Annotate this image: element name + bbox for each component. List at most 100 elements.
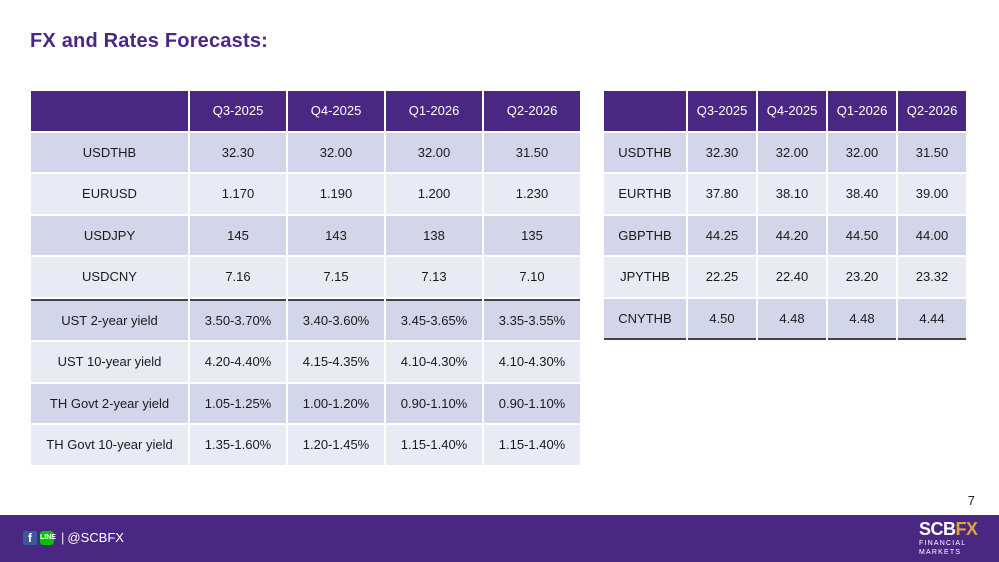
- logo-line-1: FINANCIAL: [919, 540, 967, 547]
- table-cell: 3.35-3.55%: [484, 298, 580, 340]
- table-cell: 32.30: [688, 132, 756, 172]
- table-cell: 143: [288, 215, 384, 255]
- table-cell: 44.00: [898, 215, 966, 255]
- row-label: CNYTHB: [604, 298, 686, 340]
- scbfx-logo: SCBFX FINANCIAL MARKETS: [919, 519, 979, 557]
- row-label: TH Govt 10-year yield: [31, 425, 188, 465]
- logo-line-2: MARKETS: [919, 549, 962, 556]
- table-cell: 32.00: [758, 132, 826, 172]
- header-cell: [31, 91, 188, 131]
- row-label: EURUSD: [31, 174, 188, 214]
- table-row: GBPTHB 44.25 44.20 44.50 44.00: [604, 215, 966, 255]
- table-cell: 4.20-4.40%: [190, 342, 286, 382]
- table-cell: 32.00: [288, 132, 384, 172]
- row-label: TH Govt 2-year yield: [31, 383, 188, 423]
- table-cell: 3.40-3.60%: [288, 298, 384, 340]
- table-cell: 37.80: [688, 174, 756, 214]
- table-header-row: Q3-2025 Q4-2025 Q1-2026 Q2-2026: [31, 91, 580, 131]
- table-cell: 4.44: [898, 298, 966, 340]
- page-number: 7: [967, 493, 975, 508]
- table-cell: 1.15-1.40%: [386, 425, 482, 465]
- footer-bar: f LINE | @SCBFX SCBFX FINANCIAL MARKETS: [0, 515, 999, 562]
- table-cell: 4.48: [828, 298, 896, 340]
- row-label: USDJPY: [31, 215, 188, 255]
- table-cell: 135: [484, 215, 580, 255]
- table-cell: 4.10-4.30%: [386, 342, 482, 382]
- table-cell: 38.10: [758, 174, 826, 214]
- fx-forecast-table: Q3-2025 Q4-2025 Q1-2026 Q2-2026 USDTHB 3…: [602, 89, 968, 342]
- facebook-icon[interactable]: f: [23, 530, 37, 545]
- header-cell: Q4-2025: [288, 91, 384, 131]
- table-cell: 0.90-1.10%: [484, 383, 580, 423]
- table-row: JPYTHB 22.25 22.40 23.20 23.32: [604, 257, 966, 297]
- table-header-row: Q3-2025 Q4-2025 Q1-2026 Q2-2026: [604, 91, 966, 131]
- line-app-icon[interactable]: LINE: [40, 530, 56, 545]
- header-cell: Q3-2025: [688, 91, 756, 131]
- header-cell: Q3-2025: [190, 91, 286, 131]
- table-cell: 44.50: [828, 215, 896, 255]
- table-cell: 4.48: [758, 298, 826, 340]
- table-cell: 44.25: [688, 215, 756, 255]
- table-cell: 1.00-1.20%: [288, 383, 384, 423]
- table-cell: 39.00: [898, 174, 966, 214]
- row-label: USDTHB: [31, 132, 188, 172]
- row-label: UST 10-year yield: [31, 342, 188, 382]
- table-cell: 3.45-3.65%: [386, 298, 482, 340]
- table-row: TH Govt 10-year yield 1.35-1.60% 1.20-1.…: [31, 425, 580, 465]
- logo-scb: SCB: [919, 519, 956, 539]
- table-cell: 4.15-4.35%: [288, 342, 384, 382]
- header-cell: Q2-2026: [898, 91, 966, 131]
- row-label: JPYTHB: [604, 257, 686, 297]
- table-row: EURTHB 37.80 38.10 38.40 39.00: [604, 174, 966, 214]
- table-row: USDJPY 145 143 138 135: [31, 215, 580, 255]
- social-handle[interactable]: @SCBFX: [67, 530, 124, 545]
- header-cell: Q1-2026: [828, 91, 896, 131]
- table-cell: 145: [190, 215, 286, 255]
- header-cell: [604, 91, 686, 131]
- table-cell: 0.90-1.10%: [386, 383, 482, 423]
- table-cell: 22.40: [758, 257, 826, 297]
- table-cell: 22.25: [688, 257, 756, 297]
- table-cell: 38.40: [828, 174, 896, 214]
- header-cell: Q4-2025: [758, 91, 826, 131]
- table-cell: 1.15-1.40%: [484, 425, 580, 465]
- header-cell: Q1-2026: [386, 91, 482, 131]
- table-row: USDTHB 32.30 32.00 32.00 31.50: [31, 132, 580, 172]
- table-cell: 1.230: [484, 174, 580, 214]
- row-label: UST 2-year yield: [31, 298, 188, 340]
- table-row: USDCNY 7.16 7.15 7.13 7.10: [31, 257, 580, 297]
- page-title: FX and Rates Forecasts:: [30, 30, 269, 52]
- table-cell: 32.00: [386, 132, 482, 172]
- table-row: USDTHB 32.30 32.00 32.00 31.50: [604, 132, 966, 172]
- row-label: EURTHB: [604, 174, 686, 214]
- table-row: CNYTHB 4.50 4.48 4.48 4.44: [604, 298, 966, 340]
- table-cell: 138: [386, 215, 482, 255]
- table-cell: 7.10: [484, 257, 580, 297]
- table-cell: 7.16: [190, 257, 286, 297]
- row-label: GBPTHB: [604, 215, 686, 255]
- table-cell: 31.50: [898, 132, 966, 172]
- table-cell: 32.30: [190, 132, 286, 172]
- table-cell: 23.20: [828, 257, 896, 297]
- table-cell: 31.50: [484, 132, 580, 172]
- table-cell: 1.20-1.45%: [288, 425, 384, 465]
- table-cell: 4.50: [688, 298, 756, 340]
- table-cell: 44.20: [758, 215, 826, 255]
- table-row: UST 2-year yield 3.50-3.70% 3.40-3.60% 3…: [31, 298, 580, 340]
- table-row: EURUSD 1.170 1.190 1.200 1.230: [31, 174, 580, 214]
- rates-forecast-table: Q3-2025 Q4-2025 Q1-2026 Q2-2026 USDTHB 3…: [29, 89, 582, 467]
- separator: |: [61, 530, 65, 545]
- table-row: UST 10-year yield 4.20-4.40% 4.15-4.35% …: [31, 342, 580, 382]
- table-cell: 7.13: [386, 257, 482, 297]
- table-cell: 1.05-1.25%: [190, 383, 286, 423]
- table-cell: 1.200: [386, 174, 482, 214]
- logo-mark: SCBFX: [919, 519, 979, 539]
- logo-fx: FX: [955, 519, 979, 539]
- row-label: USDTHB: [604, 132, 686, 172]
- table-row: TH Govt 2-year yield 1.05-1.25% 1.00-1.2…: [31, 383, 580, 423]
- row-label: USDCNY: [31, 257, 188, 297]
- table-cell: 1.190: [288, 174, 384, 214]
- table-cell: 4.10-4.30%: [484, 342, 580, 382]
- table-cell: 7.15: [288, 257, 384, 297]
- header-cell: Q2-2026: [484, 91, 580, 131]
